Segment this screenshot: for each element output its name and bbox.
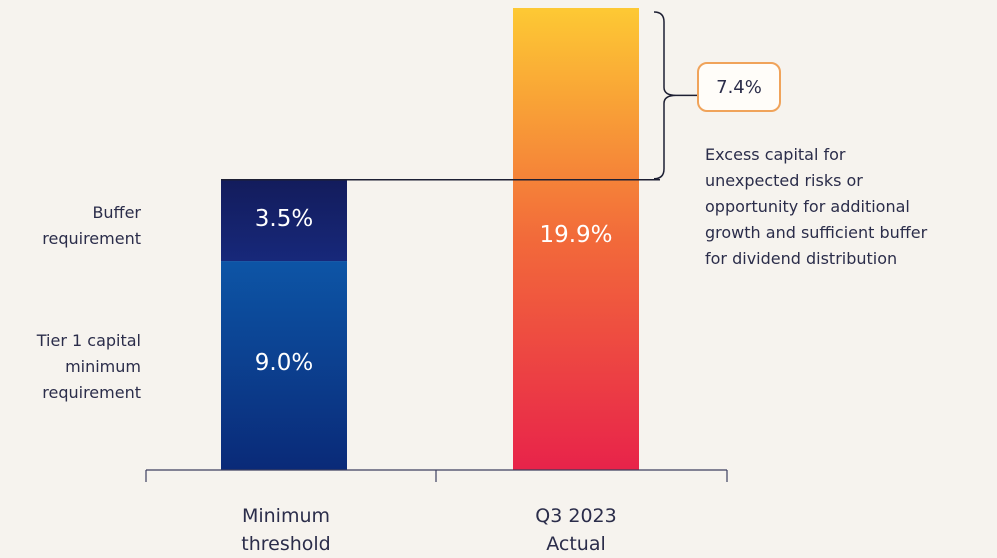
data-label-tier1: 9.0% [254,350,314,376]
excess-capital-brace [653,11,677,180]
category-label-minimum: Minimum threshold [241,505,331,555]
legend-label-tier1: Tier 1 capital minimum requirement [36,331,141,402]
excess-capital-value: 7.4% [716,76,762,98]
bar-tier1-minimum [221,261,347,470]
excess-capital-callout: 7.4% [697,62,781,112]
bar-buffer [221,179,347,262]
data-label-buffer: 3.5% [254,206,314,232]
legend-label-buffer: Buffer requirement [42,203,141,248]
data-label-actual: 19.9% [539,222,613,248]
excess-capital-description: Excess capital for unexpected risks or o… [705,145,928,268]
category-label-actual: Q3 2023 Actual [535,505,617,555]
bar-actual [513,8,639,470]
